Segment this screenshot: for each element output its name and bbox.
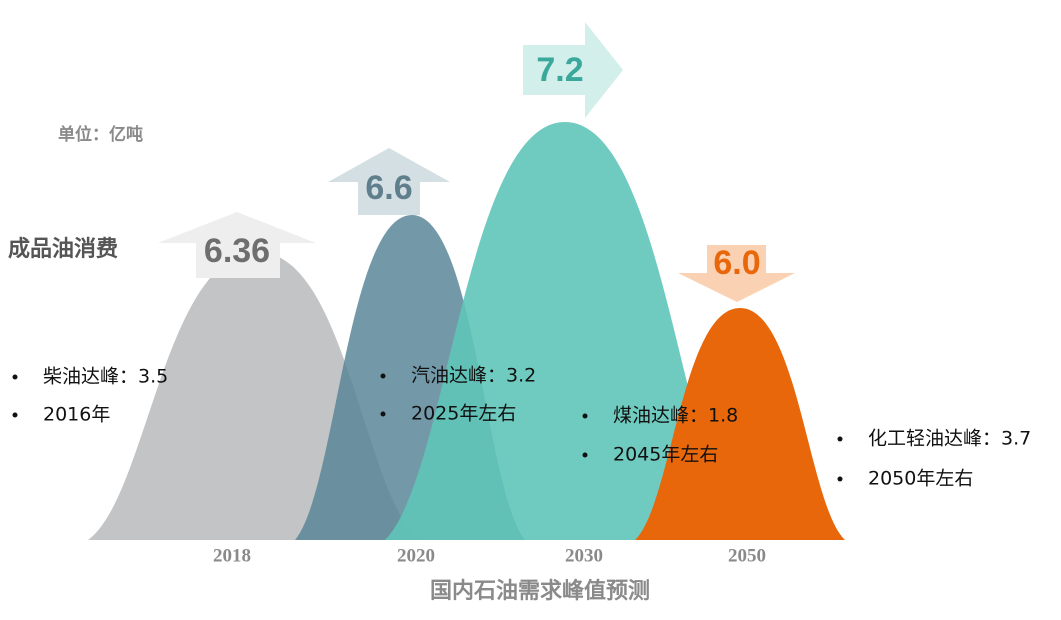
- arrow: [678, 245, 795, 302]
- bullet: [582, 413, 588, 419]
- x-tick-label: 2018: [213, 545, 251, 566]
- value-label: 6.0: [713, 244, 760, 282]
- bell: [385, 122, 745, 540]
- x-tick-label: 2050: [728, 545, 766, 566]
- bullet: [12, 412, 18, 418]
- arrow: [328, 148, 450, 215]
- chart-title: 国内石油需求峰值预测: [430, 578, 650, 604]
- value-label: 6.36: [204, 232, 270, 270]
- annotation: 2025年左右: [411, 403, 516, 425]
- x-tick-label: 2020: [397, 545, 435, 566]
- x-tick-label: 2030: [565, 545, 603, 566]
- arrow: [523, 22, 623, 118]
- annotation: 2045年左右: [613, 444, 718, 466]
- y-label: 成品油消费: [8, 237, 118, 262]
- bullet: [12, 374, 18, 380]
- bullet: [380, 373, 386, 379]
- bullet: [837, 476, 843, 482]
- bullet: [837, 436, 843, 442]
- annotation: 汽油达峰：3.2: [411, 365, 536, 387]
- bullet: [380, 411, 386, 417]
- annotation: 2050年左右: [868, 468, 973, 490]
- annotation: 化工轻油达峰：3.7: [868, 428, 1031, 450]
- bell: [635, 308, 845, 540]
- unit-label: 单位：亿吨: [58, 124, 143, 145]
- bullet: [582, 452, 588, 458]
- arrow: [158, 212, 316, 278]
- annotation: 煤油达峰：1.8: [613, 405, 738, 427]
- value-label: 7.2: [536, 51, 583, 89]
- annotation: 2016年: [43, 404, 110, 426]
- value-label: 6.6: [365, 169, 412, 207]
- annotation: 柴油达峰：3.5: [43, 366, 168, 388]
